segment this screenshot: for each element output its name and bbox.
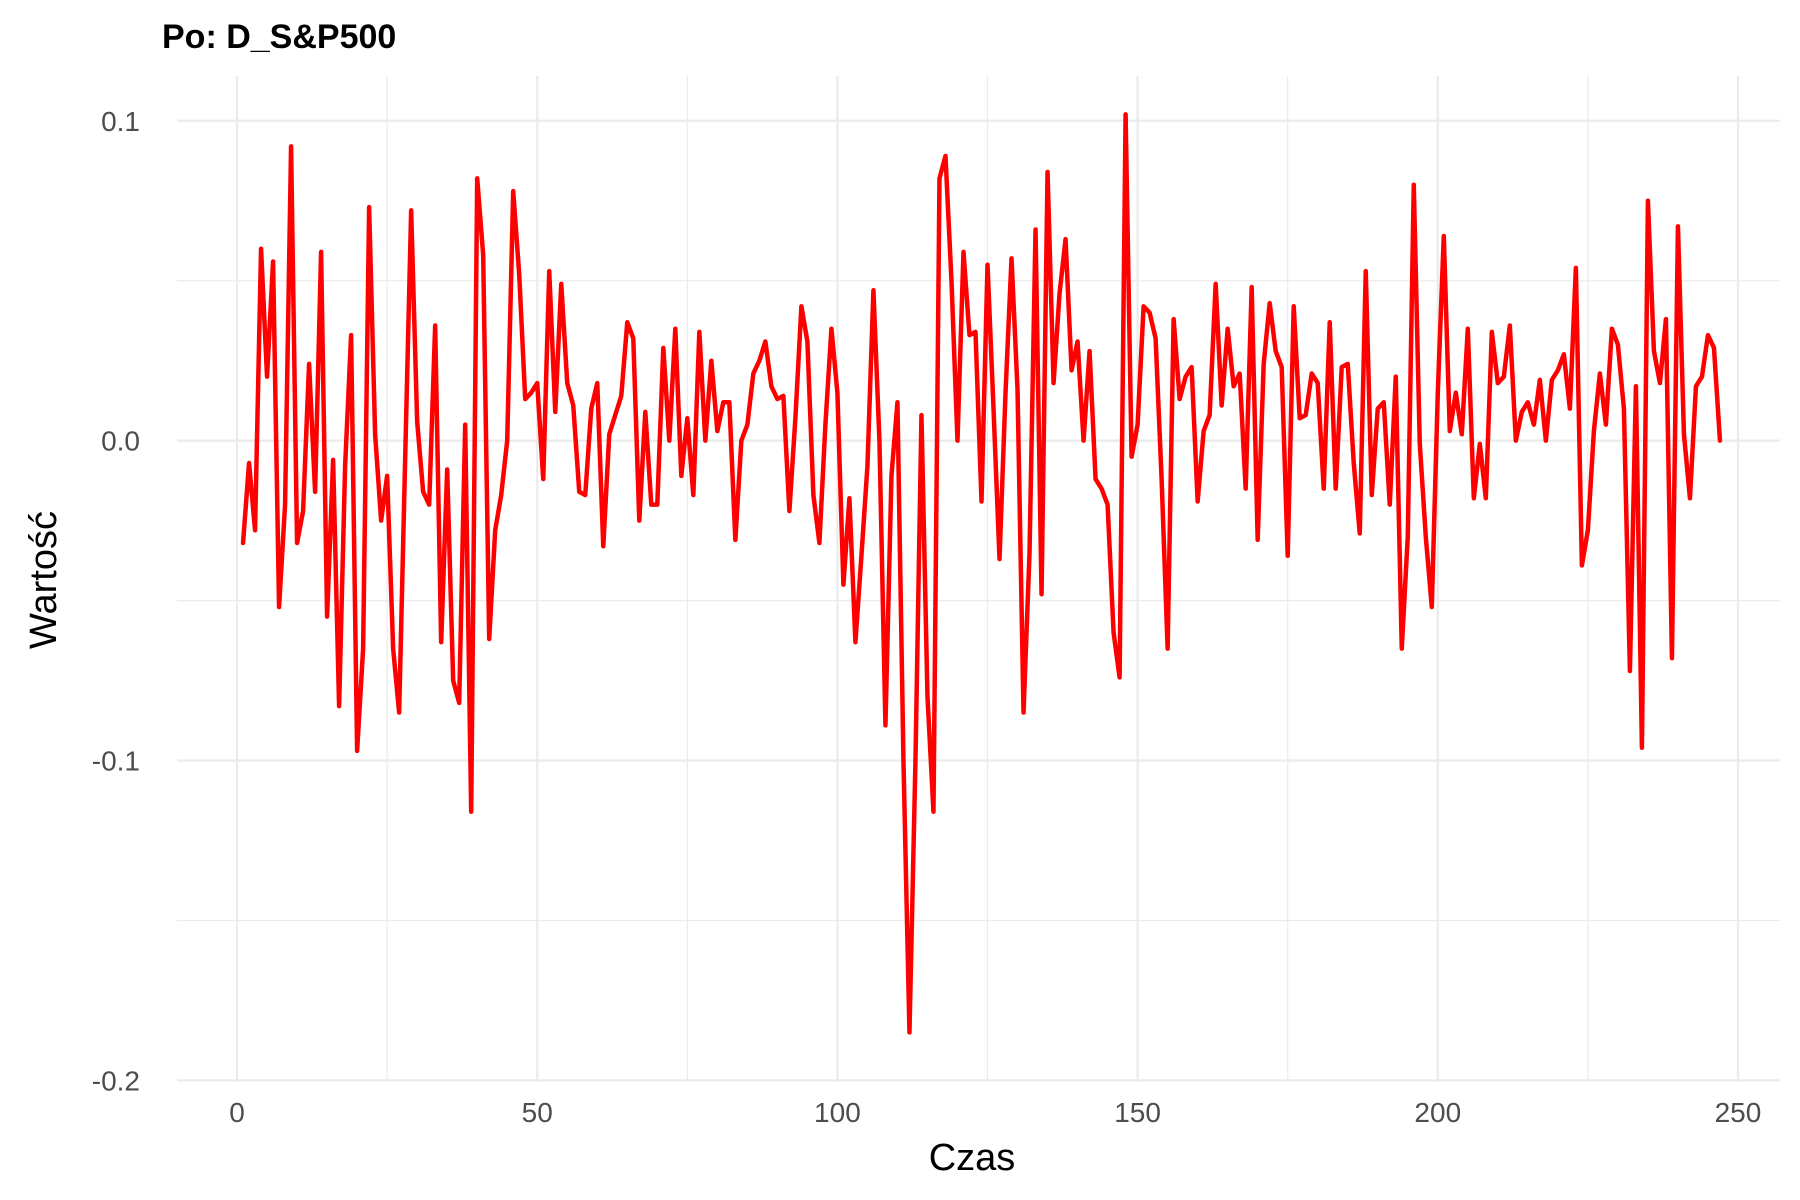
y-tick-label: -0.1 — [92, 746, 140, 777]
x-axis-tick-labels: 0 50 100 150 200 250 — [229, 1097, 1761, 1128]
series-line — [240, 112, 1723, 1035]
chart-title: Po: D_S&P500 — [162, 18, 397, 56]
y-tick-label: -0.2 — [92, 1065, 140, 1096]
x-tick-label: 200 — [1414, 1097, 1461, 1128]
x-tick-label: 0 — [229, 1097, 245, 1128]
y-axis-tick-labels: -0.2 -0.1 0.0 0.1 — [92, 106, 140, 1097]
x-tick-label: 50 — [522, 1097, 553, 1128]
x-tick-label: 100 — [814, 1097, 861, 1128]
y-axis-title: Wartość — [23, 511, 65, 649]
y-tick-label: 0.0 — [101, 426, 140, 457]
x-tick-label: 150 — [1114, 1097, 1161, 1128]
grid — [177, 76, 1780, 1082]
x-tick-label: 250 — [1715, 1097, 1762, 1128]
x-axis-title: Czas — [929, 1137, 1016, 1179]
y-tick-label: 0.1 — [101, 106, 140, 137]
